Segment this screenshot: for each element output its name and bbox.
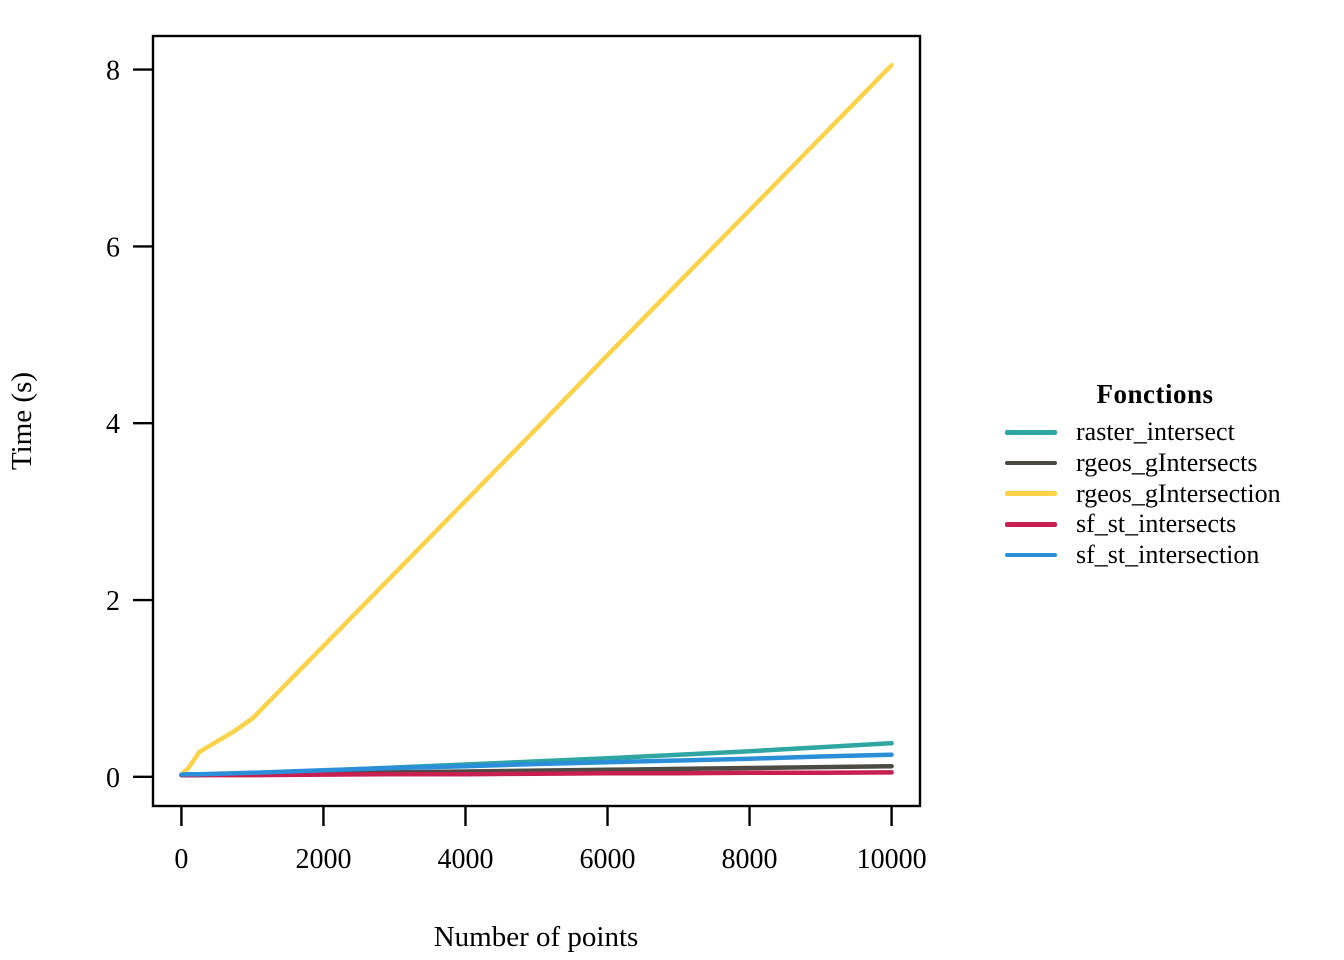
legend-label: sf_st_intersection [1076,540,1260,570]
series-line-rgeos_gIntersection [179,62,894,777]
x-axis-title: Number of points [434,921,639,953]
y-axis-title: Time (s) [6,372,38,470]
legend-title: Fonctions [1096,379,1214,409]
legend-swatch-sf_st_intersection [1005,552,1057,558]
legend-item-raster_intersect: raster_intersect [1005,417,1305,448]
y-tick-label: 6 [106,232,120,263]
series-lines [179,62,894,778]
y-tick-label: 2 [106,586,120,617]
x-tick-label: 10000 [857,844,927,875]
x-tick-label: 2000 [295,844,351,875]
legend-label: rgeos_gIntersects [1076,448,1258,478]
legend-swatch-sf_st_intersects [1005,522,1057,527]
legend-item-sf_st_intersects: sf_st_intersects [1005,509,1305,540]
legend-label: raster_intersect [1076,417,1235,447]
series-line-sf_st_intersection [179,752,894,777]
y-tick-label: 8 [106,56,120,87]
legend-label: sf_st_intersects [1076,509,1237,539]
plot-box [151,34,922,808]
y-tick-label: 4 [106,409,120,440]
legend-label: rgeos_gIntersection [1076,478,1281,508]
legend-swatch-rgeos_gIntersects [1005,460,1057,466]
legend-item-rgeos_gIntersects: rgeos_gIntersects [1005,448,1305,479]
legend-item-sf_st_intersection: sf_st_intersection [1005,540,1305,571]
x-tick-label: 4000 [437,844,493,875]
x-tick-label: 8000 [722,844,778,875]
legend-item-rgeos_gIntersection: rgeos_gIntersection [1005,478,1305,509]
legend-swatch-raster_intersect [1005,430,1057,435]
legend: Fonctions raster_intersect rgeos_gInterse… [1005,379,1305,570]
x-tick-label: 6000 [580,844,636,875]
legend-swatch-rgeos_gIntersection [1005,491,1057,496]
y-tick-label: 0 [106,763,120,794]
legend-items: raster_intersect rgeos_gIntersects rgeos_g… [1005,417,1305,570]
y-axis: 0 2 4 6 8 [106,56,153,794]
x-tick-label: 0 [174,844,188,875]
x-axis: 0 2000 4000 6000 8000 10000 [174,806,927,875]
